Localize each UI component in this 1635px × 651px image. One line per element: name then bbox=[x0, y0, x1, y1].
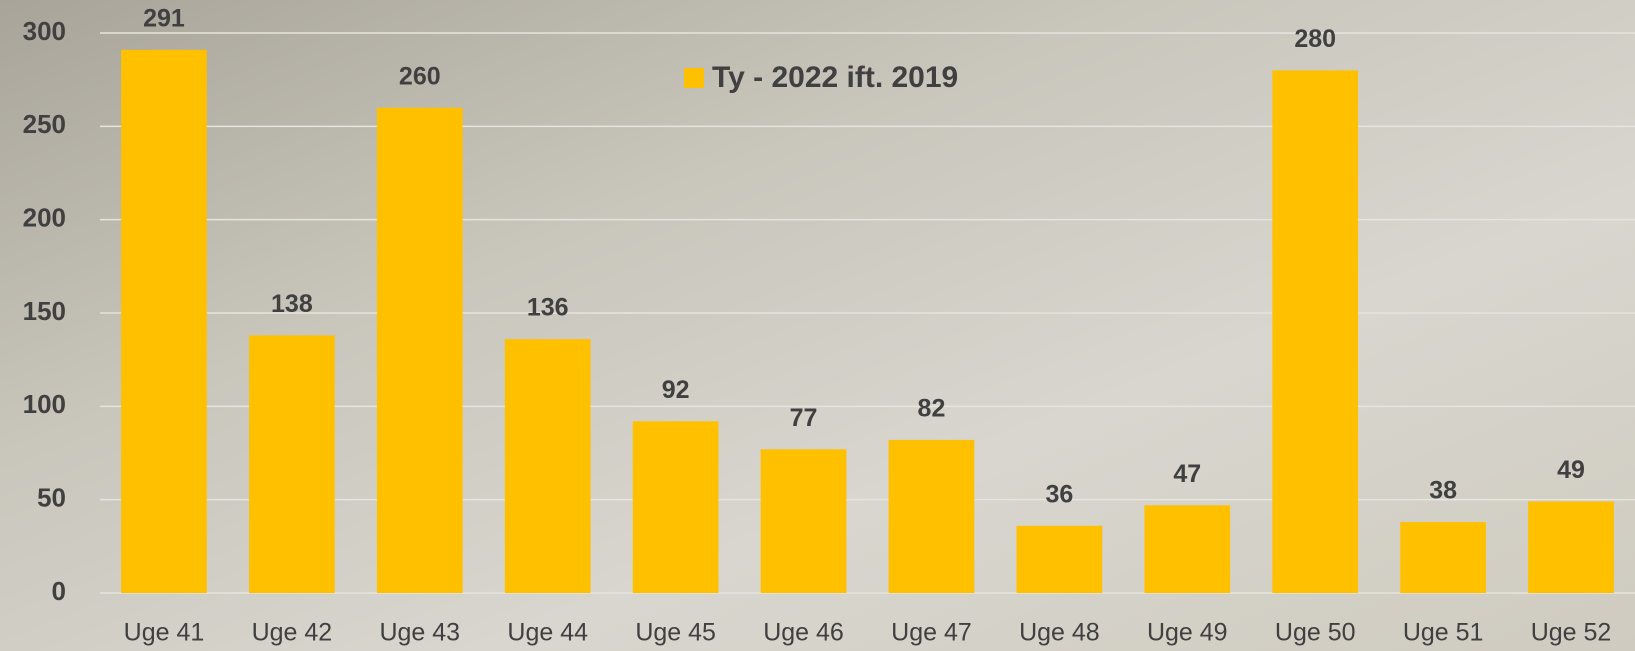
x-tick-label: Uge 51 bbox=[1403, 619, 1484, 647]
value-label: 77 bbox=[790, 404, 818, 432]
value-label: 38 bbox=[1429, 477, 1457, 505]
y-tick-label: 150 bbox=[23, 296, 66, 326]
x-tick-label: Uge 46 bbox=[763, 619, 844, 647]
bar bbox=[249, 335, 335, 593]
x-tick-label: Uge 48 bbox=[1019, 619, 1100, 647]
y-tick-label: 100 bbox=[23, 389, 66, 419]
bar bbox=[505, 339, 591, 593]
value-label: 280 bbox=[1294, 25, 1336, 53]
value-label: 82 bbox=[918, 395, 946, 423]
y-tick-label: 250 bbox=[23, 109, 66, 139]
bar bbox=[889, 440, 975, 593]
bar bbox=[1272, 70, 1358, 593]
chart: 0 50 100 150 200 250 300 Uge 41 Uge 42 Uge 43 Uge … bbox=[0, 0, 1635, 651]
y-tick-label: 50 bbox=[37, 483, 66, 513]
value-label: 47 bbox=[1173, 460, 1201, 488]
x-tick-label: Uge 42 bbox=[252, 619, 333, 647]
value-label: 138 bbox=[271, 290, 313, 318]
value-label: 291 bbox=[143, 4, 185, 32]
x-tick-label: Uge 52 bbox=[1531, 619, 1612, 647]
legend-label: Ty - 2022 ift. 2019 bbox=[712, 61, 958, 94]
bar bbox=[761, 449, 847, 593]
x-tick-label: Uge 41 bbox=[124, 619, 205, 647]
y-tick-label: 300 bbox=[23, 16, 66, 46]
bar bbox=[1400, 522, 1486, 593]
value-label: 36 bbox=[1045, 480, 1073, 508]
y-tick-label: 0 bbox=[52, 576, 66, 606]
value-label: 260 bbox=[399, 62, 441, 90]
bar bbox=[1017, 526, 1103, 593]
value-label: 92 bbox=[662, 376, 690, 404]
bar bbox=[377, 108, 463, 593]
legend-swatch bbox=[684, 68, 704, 88]
x-tick-label: Uge 43 bbox=[379, 619, 460, 647]
x-tick-label: Uge 50 bbox=[1275, 619, 1356, 647]
x-tick-label: Uge 49 bbox=[1147, 619, 1228, 647]
value-label: 49 bbox=[1557, 456, 1585, 484]
x-tick-label: Uge 44 bbox=[507, 619, 588, 647]
y-tick-label: 200 bbox=[23, 203, 66, 233]
bar bbox=[633, 421, 719, 593]
value-label: 136 bbox=[527, 294, 569, 322]
bar bbox=[1144, 505, 1230, 593]
x-tick-label: Uge 47 bbox=[891, 619, 972, 647]
bar bbox=[121, 50, 207, 593]
bar bbox=[1528, 502, 1614, 593]
x-tick-label: Uge 45 bbox=[635, 619, 716, 647]
